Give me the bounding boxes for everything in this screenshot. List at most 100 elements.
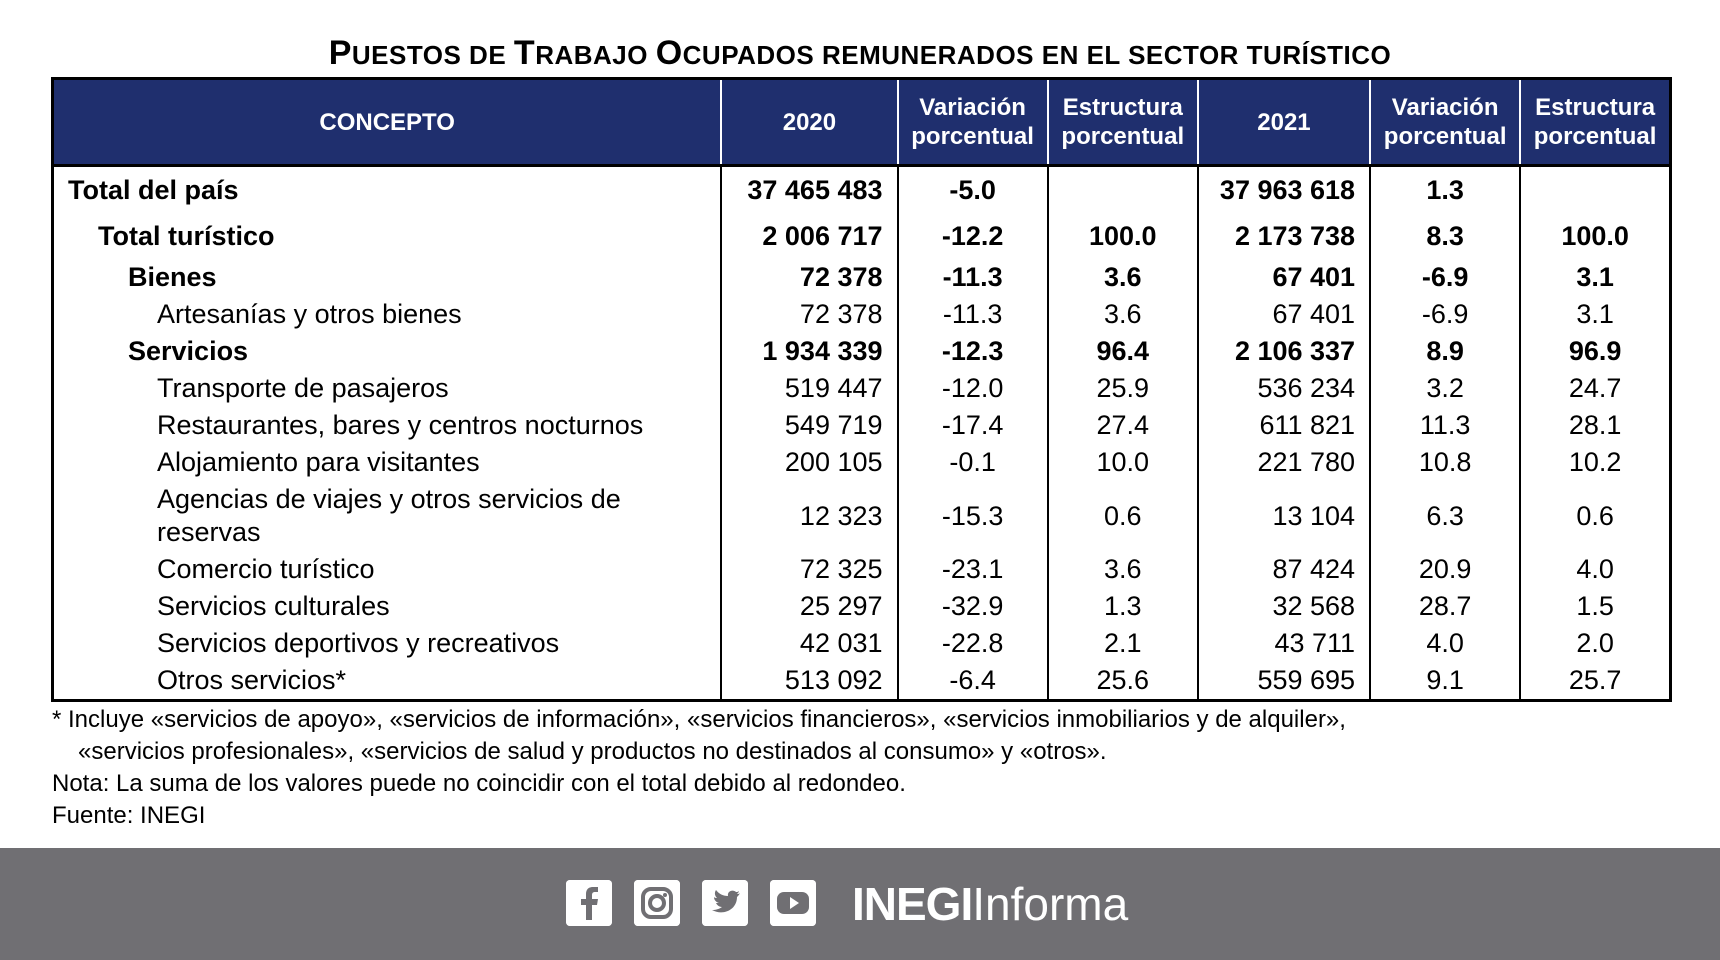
cell-variacion-2021: 6.3 [1369, 481, 1521, 551]
table-row: Servicios 1 934 339 -12.3 96.4 2 106 337 8.9 9… [53, 333, 1671, 370]
cell-variacion-2020: -12.3 [896, 333, 1048, 370]
cell-variacion-2020: -15.3 [896, 481, 1048, 551]
cell-value-2020: 72 378 [720, 259, 898, 296]
cell-variacion-2021: 28.7 [1369, 588, 1521, 625]
twitter-icon[interactable] [702, 880, 748, 926]
cell-estructura-2020: 100.0 [1046, 213, 1198, 259]
cell-estructura-2020: 10.0 [1046, 444, 1198, 481]
cell-variacion-2020: -32.9 [896, 588, 1048, 625]
cell-value-2020: 2 006 717 [720, 213, 898, 259]
cell-estructura-2020: 96.4 [1046, 333, 1198, 370]
table-row: Bienes 72 378 -11.3 3.6 67 401 -6.9 3.1 [53, 259, 1671, 296]
cell-estructura-2020: 25.9 [1046, 370, 1198, 407]
cell-variacion-2020: -11.3 [896, 259, 1048, 296]
cell-variacion-2021: -6.9 [1369, 259, 1521, 296]
cell-variacion-2021: 20.9 [1369, 551, 1521, 588]
cell-value-2021: 87 424 [1196, 551, 1371, 588]
cell-estructura-2020: 27.4 [1046, 407, 1198, 444]
table-row: Servicios deportivos y recreativos 42 031… [53, 625, 1671, 662]
cell-variacion-2020: -22.8 [896, 625, 1048, 662]
youtube-icon[interactable] [770, 880, 816, 926]
header-concepto: CONCEPTO [52, 78, 722, 166]
cell-estructura-2021: 3.1 [1519, 259, 1671, 296]
cell-estructura-2021: 28.1 [1519, 407, 1671, 444]
cell-estructura-2021: 24.7 [1519, 370, 1671, 407]
cell-estructura-2021: 10.2 [1519, 444, 1671, 481]
cell-concept: Artesanías y otros bienes [157, 299, 462, 329]
table-row: Alojamiento para visitantes 200 105 -0.1 10… [53, 444, 1671, 481]
cell-variacion-2020: -12.2 [896, 213, 1048, 259]
cell-value-2021: 221 780 [1196, 444, 1371, 481]
cell-estructura-2021: 0.6 [1519, 481, 1671, 551]
footnote: * Incluye «servicios de apoyo», «servici… [52, 706, 1346, 733]
cell-variacion-2021: 10.8 [1369, 444, 1521, 481]
nota: Nota: La suma de los valores puede no co… [52, 770, 906, 797]
table-row: Total turístico 2 006 717 -12.2 100.0 2 173 … [53, 213, 1671, 259]
cell-value-2020: 25 297 [720, 588, 898, 625]
cell-estructura-2020: 1.3 [1046, 588, 1198, 625]
cell-value-2020: 513 092 [720, 662, 898, 701]
header-estructura-2020: Estructura porcentual [1046, 78, 1198, 166]
cell-variacion-2020: -11.3 [896, 296, 1048, 333]
cell-estructura-2021: 4.0 [1519, 551, 1671, 588]
cell-estructura-2020: 3.6 [1046, 551, 1198, 588]
data-table: CONCEPTO 2020 Variación porcentual Estru… [51, 77, 1672, 702]
table-row: Comercio turístico 72 325 -23.1 3.6 87 424 20… [53, 551, 1671, 588]
cell-estructura-2020: 3.6 [1046, 259, 1198, 296]
cell-concept: Total del país [68, 174, 239, 205]
cell-estructura-2021: 96.9 [1519, 333, 1671, 370]
cell-concept: Servicios culturales [157, 591, 390, 621]
cell-value-2020: 549 719 [720, 407, 898, 444]
inegi-informa-logo: INEGIInforma [852, 878, 1129, 930]
cell-value-2021: 37 963 618 [1196, 165, 1371, 213]
cell-value-2020: 200 105 [720, 444, 898, 481]
instagram-icon[interactable] [634, 880, 680, 926]
cell-value-2021: 43 711 [1196, 625, 1371, 662]
cell-estructura-2021: 25.7 [1519, 662, 1671, 701]
cell-estructura-2020: 2.1 [1046, 625, 1198, 662]
table-row: Total del país 37 465 483 -5.0 37 963 618 1.… [53, 165, 1671, 213]
cell-variacion-2020: -6.4 [896, 662, 1048, 701]
cell-value-2021: 2 106 337 [1196, 333, 1371, 370]
cell-concept: Comercio turístico [157, 554, 375, 584]
header-variacion-2021: Variación porcentual [1369, 78, 1521, 166]
cell-concept: Agencias de viajes y otros servicios de … [157, 484, 621, 547]
cell-variacion-2021: 1.3 [1369, 165, 1521, 213]
cell-value-2020: 12 323 [720, 481, 898, 551]
cell-concept: Otros servicios* [157, 665, 347, 695]
cell-variacion-2020: -12.0 [896, 370, 1048, 407]
cell-value-2020: 72 378 [720, 296, 898, 333]
cell-concept: Alojamiento para visitantes [157, 447, 480, 477]
cell-value-2020: 72 325 [720, 551, 898, 588]
cell-value-2021: 559 695 [1196, 662, 1371, 701]
cell-variacion-2021: -6.9 [1369, 296, 1521, 333]
cell-variacion-2021: 4.0 [1369, 625, 1521, 662]
header-2021: 2021 [1196, 78, 1371, 166]
cell-estructura-2021 [1519, 165, 1671, 213]
cell-estructura-2021: 2.0 [1519, 625, 1671, 662]
cell-value-2021: 536 234 [1196, 370, 1371, 407]
cell-concept: Transporte de pasajeros [157, 373, 449, 403]
table-row: Transporte de pasajeros 519 447 -12.0 25.9 5… [53, 370, 1671, 407]
cell-estructura-2020: 3.6 [1046, 296, 1198, 333]
table-row: Artesanías y otros bienes 72 378 -11.3 3.6 6… [53, 296, 1671, 333]
cell-value-2021: 67 401 [1196, 296, 1371, 333]
cell-value-2020: 519 447 [720, 370, 898, 407]
cell-concept: Servicios deportivos y recreativos [157, 628, 560, 658]
cell-estructura-2021: 3.1 [1519, 296, 1671, 333]
cell-value-2021: 2 173 738 [1196, 213, 1371, 259]
cell-value-2021: 13 104 [1196, 481, 1371, 551]
cell-estructura-2021: 1.5 [1519, 588, 1671, 625]
cell-value-2021: 67 401 [1196, 259, 1371, 296]
cell-variacion-2021: 9.1 [1369, 662, 1521, 701]
footer-bar [0, 848, 1720, 960]
cell-variacion-2020: -17.4 [896, 407, 1048, 444]
cell-value-2021: 611 821 [1196, 407, 1371, 444]
table-header-row: CONCEPTO 2020 Variación porcentual Estru… [52, 78, 1671, 166]
cell-value-2020: 1 934 339 [720, 333, 898, 370]
cell-variacion-2020: -23.1 [896, 551, 1048, 588]
fuente: Fuente: INEGI [52, 802, 206, 829]
cell-concept: Restaurantes, bares y centros nocturnos [157, 410, 644, 440]
facebook-icon[interactable] [566, 880, 612, 926]
cell-estructura-2020 [1046, 165, 1198, 213]
